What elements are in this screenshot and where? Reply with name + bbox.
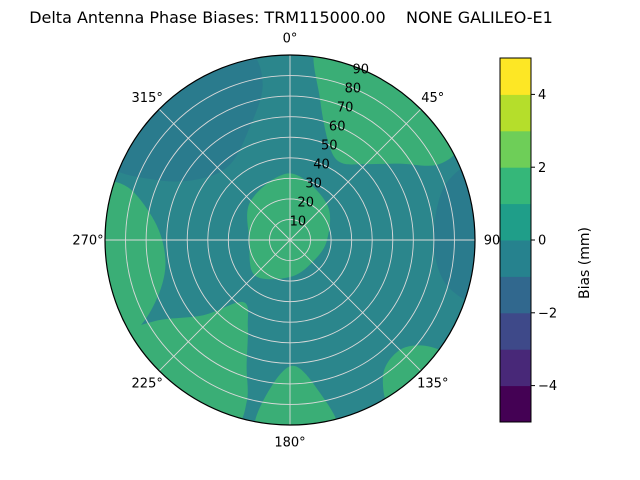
field-region-center-green [247, 173, 331, 280]
azimuth-tick-label: 135° [417, 376, 448, 391]
colorbar-segment [500, 94, 531, 132]
grid-spoke [289, 108, 422, 241]
radial-tick-label: 10 [290, 215, 307, 230]
radial-tick-label: 70 [337, 101, 354, 116]
colorbar-segment [500, 240, 531, 277]
colorbar-tick-label: 4 [538, 88, 546, 103]
field-region-southwest-lobe-green [121, 301, 249, 425]
azimuth-tick-label: 0° [283, 32, 298, 47]
colorbar-segment [500, 130, 531, 168]
colorbar-segment [500, 203, 531, 241]
colorbar-segment [500, 276, 531, 314]
radial-tick-label: 80 [345, 82, 362, 97]
polar-outline [104, 54, 476, 426]
grid-spoke [158, 239, 291, 372]
colorbar-label: Bias (mm) [577, 226, 593, 300]
azimuth-tick-label: 180° [274, 436, 305, 451]
colorbar-tick-label: 0 [538, 234, 546, 249]
colorbar-tick-label: −4 [538, 379, 557, 394]
radial-tick-label: 50 [321, 139, 338, 154]
azimuth-tick-label: 225° [132, 376, 163, 391]
azimuth-tick-label: 315° [132, 91, 163, 106]
colorbar-tick-label: −2 [538, 306, 557, 321]
grid-spoke [289, 239, 422, 372]
azimuth-tick-label: 45° [421, 91, 444, 106]
field-region-northwest-dark-teal [111, 55, 263, 182]
radial-tick-label: 30 [305, 177, 322, 192]
colorbar-segment [500, 58, 531, 95]
colorbar-segment [500, 349, 531, 387]
grid-spoke [158, 108, 291, 241]
radial-tick-label: 40 [313, 158, 330, 173]
radial-tick-label: 90 [353, 63, 370, 78]
radial-tick-label: 20 [297, 196, 314, 211]
azimuth-tick-label: 90 [484, 234, 501, 249]
colorbar-segment [500, 167, 531, 205]
chart-title: Delta Antenna Phase Biases: TRM115000.00… [29, 8, 553, 27]
azimuth-tick-label: 270° [72, 234, 103, 249]
colorbar-segment [500, 385, 531, 423]
radial-tick-label: 60 [329, 120, 346, 135]
colorbar-tick-label: 2 [538, 161, 546, 176]
colorbar-segment [500, 312, 531, 350]
